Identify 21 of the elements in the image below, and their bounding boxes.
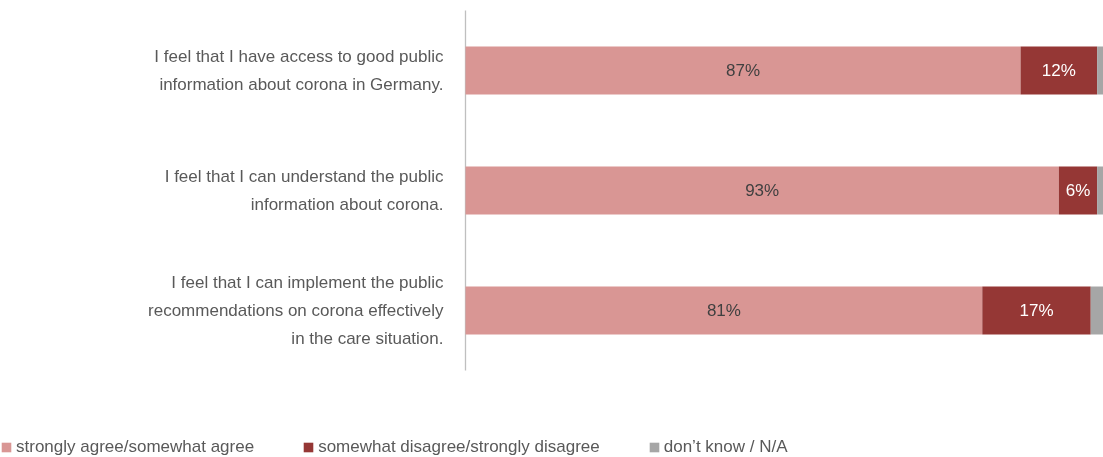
y-tick-label: I feel that I can implement the public recommendations on corona effectively in the care situation. — [148, 273, 444, 348]
legend-label: somewhat disagree/strongly disagree — [318, 437, 600, 457]
bar — [1097, 166, 1103, 215]
bar — [465, 46, 1021, 95]
data-label: 17% — [1019, 301, 1054, 320]
data-label: 93% — [745, 181, 780, 200]
bar — [1097, 46, 1103, 95]
bar — [982, 286, 1091, 335]
y-tick-label: I feel that I have access to good public information about corona in Germany. — [154, 47, 444, 94]
bar — [465, 286, 983, 335]
bar — [1058, 166, 1098, 215]
data-label: 81% — [706, 301, 741, 320]
legend-label: strongly agree/somewhat agree — [16, 437, 255, 457]
legend-label: don’t know / N/A — [663, 437, 788, 457]
bar — [465, 166, 1059, 215]
bar — [1090, 286, 1103, 335]
y-tick-label: I feel that I can understand the public information about corona. — [164, 167, 444, 214]
data-label: 87% — [726, 61, 761, 80]
data-label: 6% — [1065, 181, 1091, 200]
bar — [1020, 46, 1098, 95]
data-label: 12% — [1041, 61, 1076, 80]
